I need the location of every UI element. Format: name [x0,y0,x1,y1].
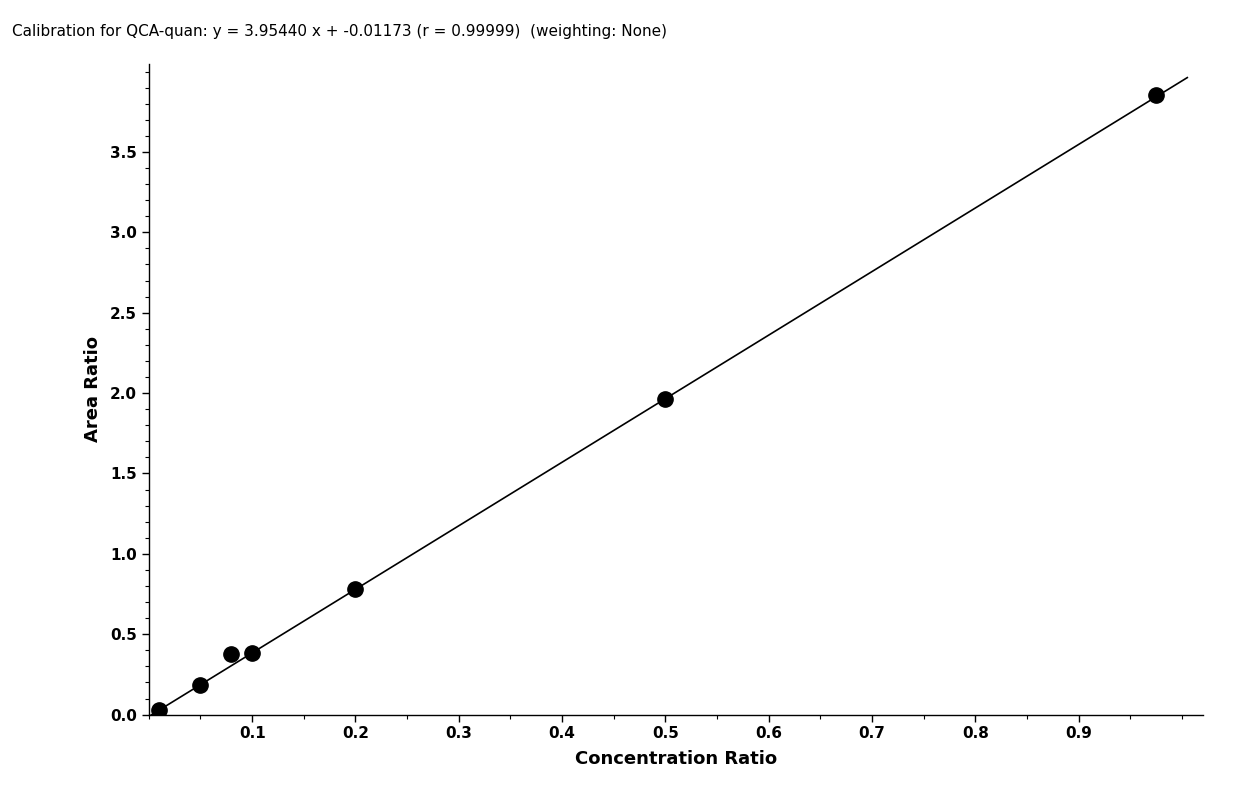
Point [242,646,262,659]
Point [656,392,676,405]
Point [222,647,242,660]
X-axis label: Concentration Ratio: Concentration Ratio [574,750,777,768]
Y-axis label: Area Ratio: Area Ratio [83,336,102,442]
Point [191,678,211,691]
Point [149,703,169,716]
Point [346,583,366,596]
Text: Calibration for QCA-quan: y = 3.95440 x + -0.01173 (r = 0.99999)  (weighting: No: Calibration for QCA-quan: y = 3.95440 x … [12,24,667,39]
Point [1146,89,1166,102]
